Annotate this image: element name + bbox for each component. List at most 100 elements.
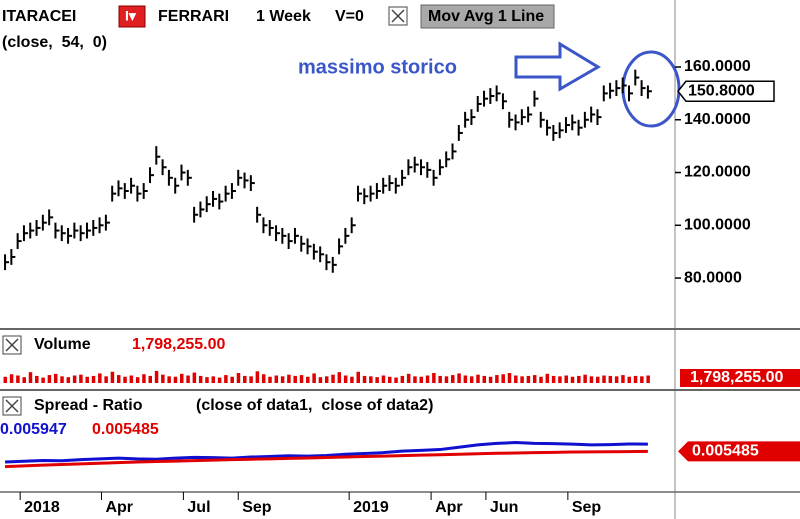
volume-bar: [142, 374, 146, 383]
volume-bar: [646, 375, 650, 383]
instrument-name: FERRARI: [158, 8, 229, 25]
volume-bar: [577, 375, 581, 383]
volume-bar: [306, 376, 310, 383]
volume-bar: [614, 376, 619, 383]
volume-bar: [438, 375, 442, 383]
volume-bar: [602, 375, 606, 383]
volume-bar: [60, 376, 64, 383]
volume-bar: [205, 377, 209, 383]
volume-bar: [621, 375, 625, 383]
panel-subtitle: (close of data1, close of data2): [196, 397, 433, 414]
volume-bar: [488, 376, 493, 383]
volume-bar: [583, 374, 587, 383]
last-spread-box: [678, 441, 800, 462]
volume-bar: [526, 375, 531, 383]
volume-bar: [35, 375, 39, 383]
volume-bar: [312, 373, 316, 383]
volume-bar: [633, 375, 638, 383]
volume-bar: [236, 373, 241, 383]
last-volume-label: 1,798,255.00: [690, 369, 784, 386]
volume-bar: [413, 376, 417, 383]
volume-bar: [72, 375, 77, 383]
spread-line: [4, 441, 648, 464]
volume-flag: V=0: [335, 8, 364, 25]
volume-bar: [173, 376, 178, 383]
x-tick-label: Apr: [435, 499, 463, 516]
volume-bar: [545, 373, 550, 383]
volume-bar: [432, 373, 436, 383]
volume-bar: [28, 372, 33, 383]
indicator-box[interactable]: [420, 4, 555, 29]
volume-bar: [589, 376, 594, 383]
annotation-arrow: [514, 41, 601, 92]
volume-bar: [564, 375, 568, 383]
last-price-label: 150.8000: [688, 82, 755, 99]
volume-bar: [469, 376, 474, 383]
last-price-box: [677, 80, 775, 103]
volume-bar: [463, 375, 468, 383]
volume-bar: [350, 376, 354, 383]
volume-bar: [91, 375, 96, 383]
x-tick-label: Apr: [105, 499, 133, 516]
volume-bar: [16, 375, 20, 383]
volume-bar: [444, 376, 449, 383]
volume-bar: [539, 376, 543, 383]
close-box[interactable]: [2, 335, 22, 355]
volume-bar: [558, 376, 562, 383]
volume-bar: [129, 375, 134, 383]
volume-bar: [135, 377, 140, 383]
volume-bar: [608, 375, 613, 383]
volume-bar: [451, 375, 455, 383]
volume-bar: [243, 375, 247, 383]
volume-bar: [532, 375, 537, 383]
x-tick-label: Sep: [242, 499, 272, 516]
volume-bar: [343, 375, 348, 383]
volume-bar: [495, 375, 499, 383]
x-tick-label: 2019: [353, 499, 389, 516]
volume-bar: [161, 374, 165, 383]
volume-bar: [79, 374, 83, 383]
panel-title: Spread - Ratio: [34, 397, 143, 414]
volume-bar: [98, 373, 102, 383]
volume-bar: [640, 376, 644, 383]
x-tick-label: Jun: [490, 499, 518, 516]
volume-bar: [482, 375, 487, 383]
volume-bar: [287, 374, 291, 383]
x-tick-label: 2018: [24, 499, 60, 516]
volume-bar: [53, 373, 58, 383]
y-tick-label: 80.0000: [684, 269, 742, 286]
volume-bar: [331, 374, 335, 383]
volume-bar: [419, 376, 424, 383]
x-tick-label: Jul: [187, 499, 210, 516]
volume-bar: [551, 375, 556, 383]
y-tick-label: 100.0000: [684, 217, 751, 234]
volume-bar: [154, 370, 159, 383]
volume-bar: [337, 372, 342, 383]
symbol-menu[interactable]: [118, 5, 146, 28]
volume-bar: [180, 373, 184, 383]
volume-bar: [280, 376, 285, 383]
volume-value: 1,798,255.00: [132, 336, 226, 353]
indicator-name: Mov Avg 1 Line: [428, 8, 544, 25]
volume-bar: [324, 376, 329, 383]
volume-bar: [148, 375, 152, 383]
volume-bar: [255, 371, 260, 383]
annotation: massimo storico: [298, 56, 457, 78]
volume-bar: [85, 376, 89, 383]
volume-bar: [192, 372, 197, 383]
symbol: ITARACEI: [2, 8, 76, 25]
volume-bar: [123, 376, 127, 383]
volume-bar: [110, 371, 115, 383]
volume-bar: [318, 377, 323, 383]
volume-bar: [381, 375, 386, 383]
volume-bar: [406, 373, 411, 383]
close-box[interactable]: [2, 396, 22, 416]
volume-bar: [595, 376, 600, 383]
close-box[interactable]: [388, 6, 408, 26]
x-tick-label: Sep: [572, 499, 602, 516]
volume-bar: [457, 373, 461, 383]
volume-bar: [520, 376, 524, 383]
y-tick-label: 120.0000: [684, 164, 751, 181]
last-spread-label: 0.005485: [692, 443, 759, 460]
